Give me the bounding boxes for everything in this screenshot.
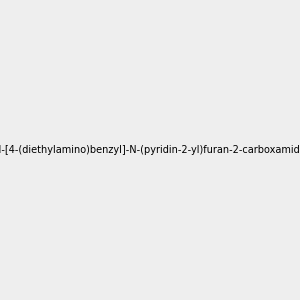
Text: N-[4-(diethylamino)benzyl]-N-(pyridin-2-yl)furan-2-carboxamide: N-[4-(diethylamino)benzyl]-N-(pyridin-2-…	[0, 145, 300, 155]
